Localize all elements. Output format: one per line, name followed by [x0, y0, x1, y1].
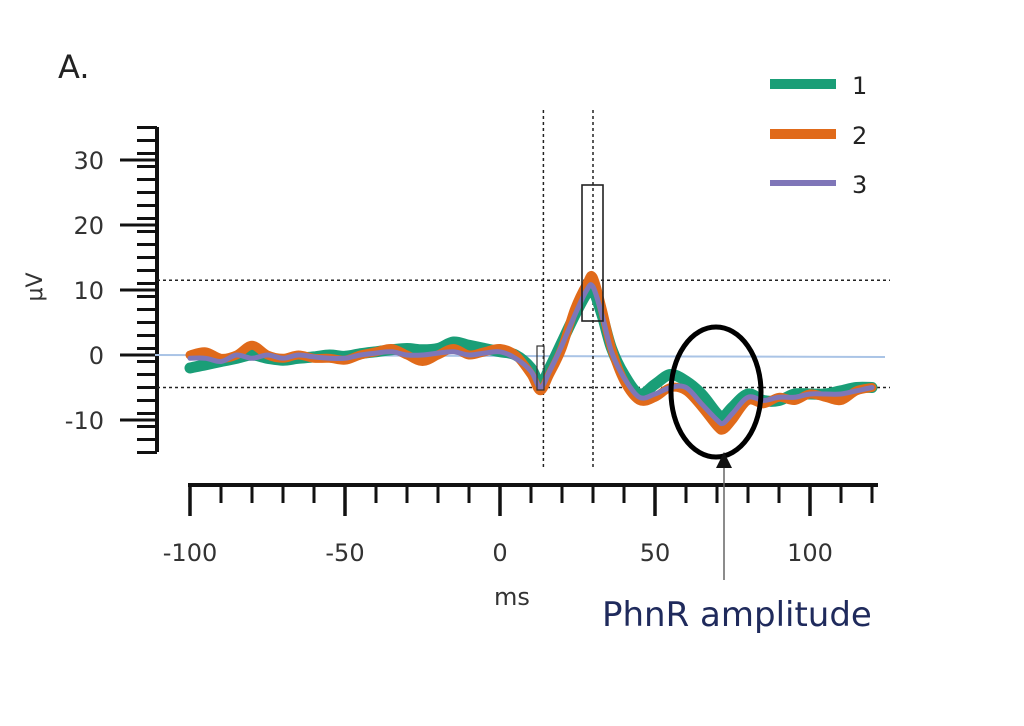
legend-label-1: 1: [852, 72, 867, 100]
y-tick-label: 30: [73, 147, 104, 175]
x-axis: -100 -50 0 50 100: [163, 483, 878, 567]
y-axis: 30 20 10 0 -10: [65, 126, 159, 454]
x-tick-label: 50: [640, 539, 671, 567]
y-tick-label: -10: [65, 407, 104, 435]
reference-lines: [154, 110, 890, 470]
series-lines: [184, 270, 878, 435]
x-tick-label: -50: [325, 539, 364, 567]
legend-label-2: 2: [852, 122, 867, 150]
x-axis-label: ms: [494, 583, 530, 611]
panel-label: A.: [58, 48, 90, 86]
series-line-2: [185, 270, 877, 435]
annotation-arrow-head: [716, 452, 732, 468]
y-tick-label: 0: [89, 342, 104, 370]
x-tick-label: -100: [163, 539, 217, 567]
trough-marker: [536, 345, 545, 391]
legend-label-3: 3: [852, 171, 867, 199]
x-tick-label: 100: [787, 539, 833, 567]
x-tick-label: 0: [492, 539, 507, 567]
annotation-label: PhnR amplitude: [602, 595, 872, 635]
y-tick-label: 10: [73, 277, 104, 305]
phnr-highlight-ellipse: [668, 324, 764, 460]
series-line-3: [187, 282, 875, 427]
peak-marker-box: [581, 184, 604, 322]
y-axis-label: μV: [23, 272, 48, 301]
legend: 1 2 3: [770, 72, 867, 199]
y-tick-label: 20: [73, 212, 104, 240]
